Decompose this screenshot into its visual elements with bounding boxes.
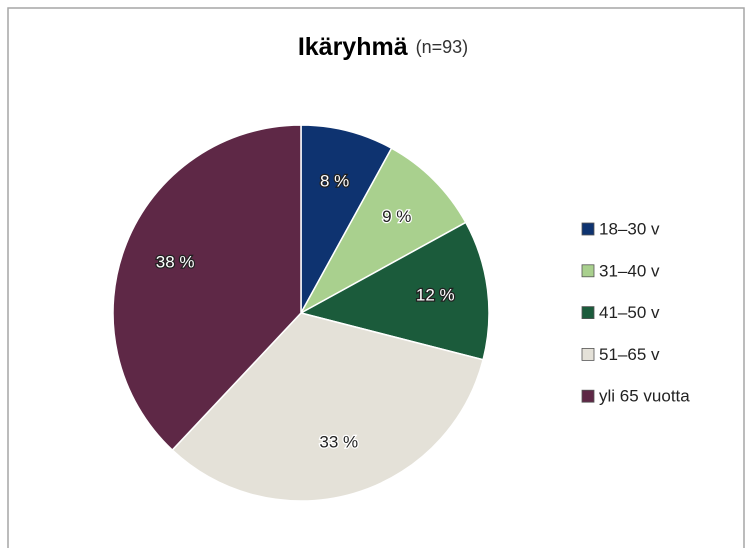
data-label: 38 % [156, 253, 195, 272]
legend-swatch [581, 389, 595, 403]
pie-slice [171, 312, 485, 502]
data-label: 12 % [416, 286, 455, 305]
legend-label: 31–40 v [599, 261, 660, 280]
data-label: 8 % [320, 171, 349, 190]
legend-label: 41–50 v [599, 303, 660, 322]
data-label: 9 % [382, 207, 411, 226]
legend-swatch [581, 347, 595, 361]
legend-swatch [581, 306, 595, 320]
pie-slice [298, 221, 490, 361]
legend-label: 51–65 v [599, 345, 660, 364]
chart-title-group: Ikäryhmä (n=93) [298, 33, 468, 61]
data-label: 33 % [319, 432, 358, 451]
pie-slice [299, 147, 467, 315]
chart-frame [7, 7, 745, 548]
legend-label: yli 65 vuotta [599, 387, 690, 406]
pie-slice [300, 124, 393, 314]
chart-subtitle: (n=93) [416, 37, 469, 57]
chart-title: Ikäryhmä [298, 33, 408, 61]
legend-label: 18–30 v [599, 219, 660, 238]
legend-swatch [581, 264, 595, 278]
pie-slice [112, 124, 302, 452]
legend-swatch [581, 222, 595, 236]
